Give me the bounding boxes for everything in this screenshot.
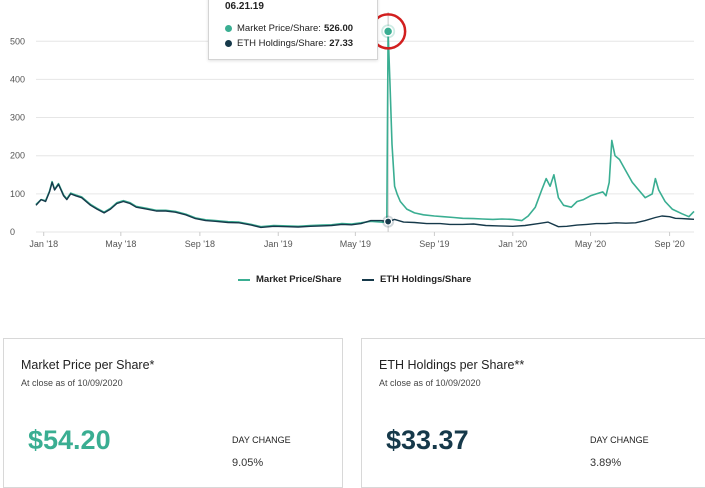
legend-label-eth: ETH Holdings/Share xyxy=(380,274,472,285)
chart-legend: Market Price/Share ETH Holdings/Share xyxy=(0,274,705,288)
x-axis-ticks: Jan '18 May '18 Sep '18 Jan '19 May '19 Sep '… xyxy=(29,232,685,249)
x-tick-label-Jan '19: Jan '19 xyxy=(264,239,293,249)
tooltip-eth-value: 27.33 xyxy=(329,38,354,49)
series-line-market-price xyxy=(35,30,695,228)
tooltip-eth-row: ETH Holdings/Share: 27.33 xyxy=(225,36,377,51)
eth-marker-point xyxy=(384,217,393,226)
x-tick-label-May '19: May '19 xyxy=(340,239,371,249)
x-tick-label-Sep '20: Sep '20 xyxy=(654,239,684,249)
legend-swatch-market xyxy=(238,278,250,281)
tooltip-market-row: Market Price/Share: 526.00 xyxy=(225,21,377,36)
card-subtitle: At close as of 10/09/2020 xyxy=(21,378,123,388)
market-dot-icon xyxy=(225,25,232,32)
tooltip-market-label: Market Price/Share: xyxy=(237,23,321,34)
y-axis-ticks: 0 100 200 300 400 500 xyxy=(10,36,25,237)
y-tick-label-200: 200 xyxy=(10,151,25,161)
eth-holdings-card: ETH Holdings per Share** At close as of … xyxy=(361,338,705,488)
y-tick-label-300: 300 xyxy=(10,113,25,123)
card-title: Market Price per Share* xyxy=(21,358,155,372)
legend-swatch-eth xyxy=(362,278,374,281)
card-value: $54.20 xyxy=(28,425,111,455)
legend-item-eth[interactable]: ETH Holdings/Share xyxy=(362,274,471,285)
y-tick-label-100: 100 xyxy=(10,189,25,199)
series-lines xyxy=(35,30,695,229)
series-line-eth-holdings xyxy=(35,181,695,229)
chart-tooltip: 06.21.19 Market Price/Share: 526.00 ETH … xyxy=(208,0,378,60)
x-tick-label-May '18: May '18 xyxy=(105,239,136,249)
legend-item-market[interactable]: Market Price/Share xyxy=(238,274,342,285)
x-tick-label-Jan '18: Jan '18 xyxy=(29,239,58,249)
card-title: ETH Holdings per Share** xyxy=(379,358,525,372)
tooltip-eth-label: ETH Holdings/Share: xyxy=(237,38,327,49)
card-subtitle: At close as of 10/09/2020 xyxy=(379,378,481,388)
tooltip-market-value: 526.00 xyxy=(323,23,354,34)
day-change-value: 9.05% xyxy=(232,457,264,469)
x-tick-label-Jan '20: Jan '20 xyxy=(498,239,527,249)
y-tick-label-500: 500 xyxy=(10,36,25,46)
x-tick-label-Sep '19: Sep '19 xyxy=(419,239,449,249)
day-change-label: DAY CHANGE xyxy=(232,435,291,445)
hover-markers xyxy=(369,13,407,228)
price-chart: 0 100 200 300 400 500 Jan '18 May '18 Sep '18 Ja… xyxy=(10,0,695,249)
market-price-card: Market Price per Share* At close as of 1… xyxy=(3,338,343,488)
x-tick-label-May '20: May '20 xyxy=(575,239,606,249)
day-change-label: DAY CHANGE xyxy=(590,435,649,445)
eth-dot-icon xyxy=(225,40,232,47)
x-tick-label-Sep '18: Sep '18 xyxy=(185,239,215,249)
y-tick-label-400: 400 xyxy=(10,74,25,84)
card-value: $33.37 xyxy=(386,425,469,455)
tooltip-date: 06.21.19 xyxy=(225,1,264,12)
y-tick-label-0: 0 xyxy=(10,227,15,237)
legend-label-market: Market Price/Share xyxy=(256,274,342,285)
day-change-value: 3.89% xyxy=(590,457,622,469)
market-marker-point xyxy=(382,26,394,37)
